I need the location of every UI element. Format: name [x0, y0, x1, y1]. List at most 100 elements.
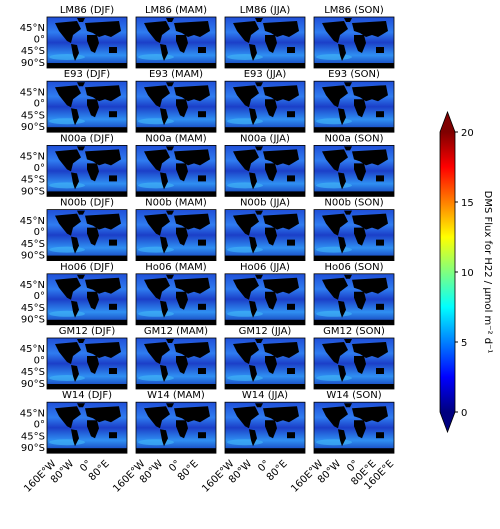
panel-frame [46, 273, 128, 326]
y-tick-label: 45°S [21, 239, 45, 250]
flux-patch [316, 54, 352, 60]
y-tick-label: 45°N [20, 280, 45, 291]
map-panel [135, 80, 217, 133]
colorbar [440, 132, 455, 412]
flux-patch [138, 375, 174, 381]
flux-patch [227, 182, 263, 189]
panel-frame [135, 144, 217, 197]
flux-patch [49, 439, 85, 446]
y-tick-label: 45°S [21, 46, 45, 57]
y-tick-label: 90°S [21, 443, 45, 454]
map-panel [313, 401, 395, 454]
y-tick-label: 90°S [21, 122, 45, 133]
map-panel [46, 273, 128, 326]
flux-patch [316, 246, 352, 253]
panel-frame [135, 80, 217, 133]
y-tick-label: 45°N [20, 408, 45, 419]
x-tick-label: 80°E [87, 458, 112, 483]
panel-title: E93 (SON) [328, 69, 380, 80]
x-tick-label: 80°E [176, 458, 201, 483]
panel-frame [135, 209, 217, 262]
map-panel [313, 144, 395, 197]
y-tick-label: 90°S [21, 250, 45, 261]
panel-frame [135, 337, 217, 390]
flux-patch [227, 310, 263, 317]
flux-patch [227, 375, 263, 381]
flux-patch [49, 375, 85, 381]
map-panel [46, 144, 128, 197]
panel-title: GM12 (SON) [323, 326, 385, 337]
y-tick-label: 90°S [21, 379, 45, 390]
panel-frame [46, 337, 128, 390]
flux-patch [316, 118, 352, 125]
map-panel [224, 16, 306, 69]
panel-frame [46, 209, 128, 262]
panel-frame [224, 273, 306, 326]
y-tick-label: 90°S [21, 58, 45, 69]
y-tick-label: 45°S [21, 367, 45, 378]
flux-patch [227, 54, 263, 60]
y-tick-label: 90°S [21, 315, 45, 326]
colorbar-extend-max [440, 112, 455, 132]
y-tick-label: 0° [34, 227, 45, 238]
panel-title: GM12 (DJF) [59, 326, 116, 337]
y-tick-label: 45°N [20, 344, 45, 355]
map-panel [224, 401, 306, 454]
colorbar-tick-label: 20 [461, 128, 474, 139]
map-panel [135, 144, 217, 197]
panel-title: N00b (JJA) [240, 198, 290, 209]
panel-title: N00b (DJF) [60, 198, 114, 209]
panel-frame [313, 337, 395, 390]
y-tick-label: 0° [34, 99, 45, 110]
y-tick-label: 45°N [20, 152, 45, 163]
panel-title: Ho06 (SON) [324, 262, 383, 273]
panel-frame [313, 16, 395, 69]
colorbar-tick-label: 10 [461, 268, 474, 279]
map-panel [135, 273, 217, 326]
panel-title: E93 (MAM) [149, 69, 203, 80]
flux-patch [138, 439, 174, 446]
y-tick-label: 90°S [21, 186, 45, 197]
y-tick-label: 45°S [21, 175, 45, 186]
map-panel [46, 80, 128, 133]
flux-patch [49, 310, 85, 317]
panel-title: Ho06 (DJF) [60, 262, 114, 273]
panel-title: Ho06 (JJA) [240, 262, 290, 273]
flux-patch [138, 182, 174, 189]
y-tick-label: 45°S [21, 303, 45, 314]
flux-patch [138, 54, 174, 60]
panel-title: LM86 (MAM) [145, 5, 207, 16]
y-tick-label: 45°N [20, 87, 45, 98]
panel-frame [46, 401, 128, 454]
flux-patch [316, 310, 352, 317]
panel-frame [135, 401, 217, 454]
map-panel [224, 144, 306, 197]
flux-patch [138, 118, 174, 125]
map-panel [135, 16, 217, 69]
map-panel [224, 80, 306, 133]
colorbar-tick-label: 0 [461, 408, 467, 419]
map-panel [135, 401, 217, 454]
flux-patch [227, 246, 263, 253]
map-panel [313, 16, 395, 69]
colorbar-tick-label: 5 [461, 338, 467, 349]
y-tick-label: 0° [34, 355, 45, 366]
panel-title: LM86 (DJF) [60, 5, 114, 16]
map-panel [313, 209, 395, 262]
panel-title: Ho06 (MAM) [145, 262, 207, 273]
panel-frame [313, 401, 395, 454]
panel-frame [313, 144, 395, 197]
panel-frame [224, 209, 306, 262]
map-panel [313, 80, 395, 133]
panel-frame [313, 80, 395, 133]
panel-frame [224, 16, 306, 69]
panel-frame [46, 16, 128, 69]
map-panel [313, 273, 395, 326]
y-tick-label: 0° [34, 163, 45, 174]
panel-title: GM12 (JJA) [239, 326, 292, 337]
flux-patch [49, 246, 85, 253]
map-panel [46, 209, 128, 262]
flux-patch [138, 310, 174, 317]
panel-title: N00b (SON) [324, 198, 383, 209]
